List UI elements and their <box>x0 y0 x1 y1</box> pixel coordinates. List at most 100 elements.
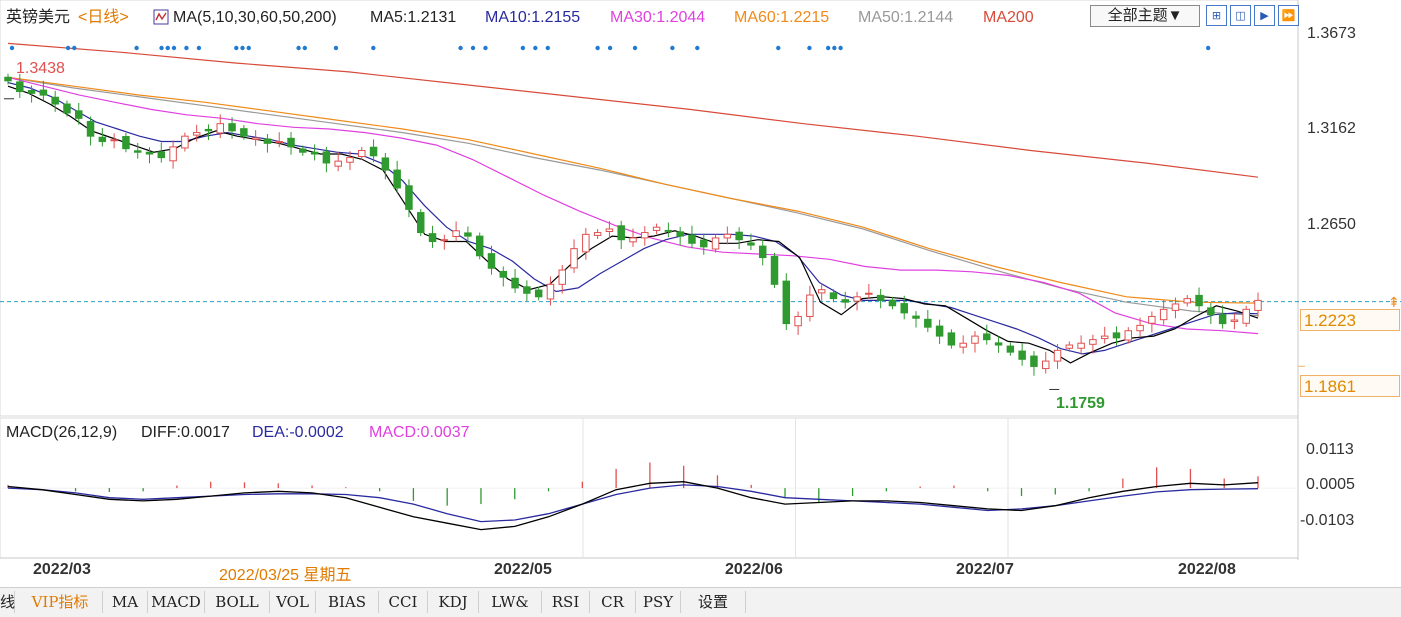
candle <box>770 255 779 285</box>
macd-tick: 0.0113 <box>1306 441 1354 458</box>
candle <box>570 248 578 269</box>
candle <box>428 233 437 242</box>
candle <box>1124 330 1133 341</box>
candle <box>287 137 295 148</box>
candle <box>912 315 920 319</box>
candle <box>322 151 331 164</box>
candle <box>4 76 12 82</box>
candle <box>228 123 236 132</box>
candle <box>346 157 354 163</box>
current-price-tag: 1.2223 <box>1300 309 1400 331</box>
ma10-value: MA10:1.2155 <box>485 9 581 26</box>
candle <box>416 212 425 234</box>
candle <box>806 294 814 317</box>
candle <box>676 231 684 237</box>
tab-vol[interactable]: VOL <box>270 591 316 613</box>
tab-boll[interactable]: BOLL <box>205 591 270 613</box>
signal-dot <box>458 45 463 51</box>
date-tick: 2022/06 <box>725 561 783 578</box>
candle <box>98 136 107 143</box>
candle <box>735 231 743 241</box>
candle <box>1041 360 1050 370</box>
candle <box>1089 339 1097 345</box>
signal-dot <box>607 45 613 51</box>
candle <box>617 225 625 241</box>
ma-settings-icon[interactable] <box>153 9 169 31</box>
ma50-value: MA50:1.2144 <box>858 9 954 26</box>
signal-dot <box>134 45 139 51</box>
ma50-line <box>7 76 1259 317</box>
candle <box>192 132 201 136</box>
signal-dot <box>807 45 812 51</box>
tab-kdj[interactable]: KDJ <box>428 591 479 613</box>
candle <box>924 318 932 328</box>
candle <box>440 239 449 242</box>
candle <box>959 342 967 348</box>
candle <box>1230 319 1239 322</box>
candle <box>405 185 413 210</box>
ma-title: MA(5,10,30,60,50,200) <box>173 9 337 26</box>
candle <box>558 269 566 285</box>
candle <box>1183 298 1191 304</box>
tab-ma[interactable]: MA <box>103 591 148 613</box>
tab-psy[interactable]: PSY <box>636 591 681 613</box>
indicator-toolbar: 线 VIP指标 MA MACD BOLL VOL BIAS CCI KDJ LW… <box>0 587 1401 617</box>
candle <box>688 234 696 244</box>
candle <box>464 232 472 237</box>
candle <box>16 81 24 93</box>
period-label[interactable]: <日线> <box>78 9 129 26</box>
ma10-line <box>7 82 1259 355</box>
signal-dot <box>246 45 251 51</box>
candle <box>817 289 826 294</box>
candle <box>841 299 850 303</box>
signal-dot <box>520 45 526 51</box>
price-tick: 1.2650 <box>1307 216 1356 233</box>
candle <box>523 286 531 294</box>
candle <box>747 242 755 246</box>
candle <box>27 89 36 94</box>
tab-rsi[interactable]: RSI <box>542 591 590 613</box>
signal-dot <box>825 45 831 51</box>
candle <box>75 110 83 119</box>
candle <box>947 332 956 346</box>
high-annotation: 1.3438 <box>16 60 65 77</box>
tab-cr[interactable]: CR <box>590 591 636 613</box>
candle <box>593 232 602 236</box>
candle <box>1065 344 1074 349</box>
tab-prev[interactable]: 线 <box>0 591 16 613</box>
candle <box>700 239 708 248</box>
candle <box>1136 324 1144 332</box>
date-tick: 2022/07 <box>956 561 1014 578</box>
theme-select[interactable]: 全部主题▼ <box>1090 5 1200 27</box>
candle <box>145 151 154 155</box>
candle <box>546 283 555 300</box>
signal-dot <box>470 45 476 51</box>
signal-dot <box>832 45 837 51</box>
candle <box>299 148 307 153</box>
candle <box>664 229 673 232</box>
candle <box>310 151 319 155</box>
candle <box>157 151 166 159</box>
signal-dot <box>184 45 189 51</box>
layout-grid-icon[interactable]: ⊞ <box>1206 5 1227 26</box>
candle <box>511 277 519 289</box>
tab-bias[interactable]: BIAS <box>316 591 379 613</box>
tab-lw[interactable]: LW& <box>479 591 542 613</box>
candle <box>1053 349 1062 362</box>
tab-vip[interactable]: VIP指标 <box>18 591 103 613</box>
tab-macd[interactable]: MACD <box>148 591 205 613</box>
split-view-icon[interactable]: ◫ <box>1230 5 1251 26</box>
tab-settings[interactable]: 设置 <box>681 591 746 613</box>
signal-dot <box>159 45 164 51</box>
candle <box>475 235 484 257</box>
play-icon[interactable]: ▶ <box>1254 5 1275 26</box>
candle <box>452 230 460 237</box>
candle <box>641 232 649 239</box>
fast-forward-icon[interactable]: ⏩ <box>1278 5 1299 26</box>
candle <box>758 245 767 259</box>
tab-cci[interactable]: CCI <box>379 591 428 613</box>
macd-diff: DIFF:0.0017 <box>141 424 230 441</box>
signal-dot <box>302 45 308 51</box>
candle <box>983 333 991 341</box>
